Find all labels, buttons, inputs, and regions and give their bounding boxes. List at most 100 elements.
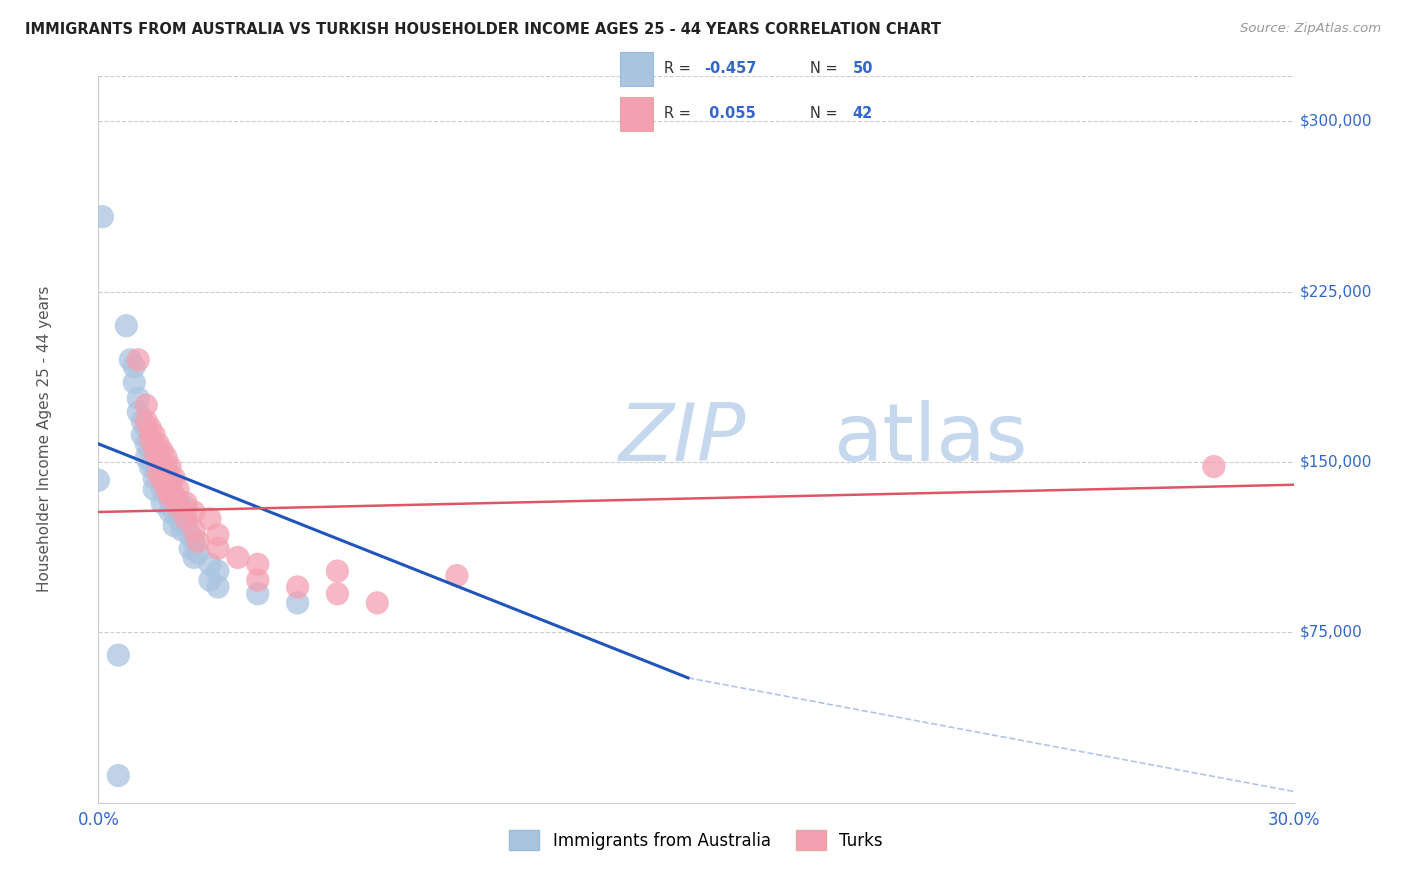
Point (159, 477, 181, 491)
Text: R =: R = (665, 106, 696, 121)
Text: $225,000: $225,000 (1299, 285, 1372, 299)
Point (150, 471, 173, 485)
Point (446, 568, 468, 582)
Point (143, 471, 166, 485)
Point (150, 483, 173, 497)
Point (131, 427, 153, 442)
Point (143, 443, 166, 458)
Text: N =: N = (810, 106, 842, 121)
Point (135, 450, 157, 465)
Point (155, 459, 177, 474)
Bar (620, 97, 652, 131)
Point (163, 489, 186, 503)
Point (226, 550, 249, 565)
Text: Source: ZipAtlas.com: Source: ZipAtlas.com (1240, 22, 1381, 36)
Point (115, 318, 138, 333)
Point (207, 580, 229, 594)
Point (187, 534, 209, 549)
Point (91, 210, 114, 224)
Point (1202, 459, 1225, 474)
Text: 42: 42 (853, 106, 873, 121)
Point (163, 505, 186, 519)
Point (139, 432, 162, 446)
Point (148, 437, 170, 451)
Point (135, 398, 157, 412)
Point (159, 493, 181, 508)
Text: R =: R = (665, 62, 696, 77)
Text: $75,000: $75,000 (1299, 625, 1362, 640)
Point (159, 505, 181, 519)
Point (127, 405, 149, 419)
Point (143, 483, 166, 497)
Point (107, 768, 129, 782)
Point (139, 443, 162, 458)
Point (167, 500, 190, 515)
Point (174, 518, 197, 533)
Text: Householder Income Ages 25 - 44 years: Householder Income Ages 25 - 44 years (37, 286, 52, 592)
Point (159, 459, 181, 474)
Text: -0.457: -0.457 (704, 62, 756, 77)
Point (124, 359, 146, 374)
Point (167, 483, 190, 497)
Text: IMMIGRANTS FROM AUSTRALIA VS TURKISH HOUSEHOLDER INCOME AGES 25 - 44 YEARS CORRE: IMMIGRANTS FROM AUSTRALIA VS TURKISH HOU… (25, 22, 941, 37)
Point (148, 467, 170, 481)
Legend: Immigrants from Australia, Turks: Immigrants from Australia, Turks (503, 823, 889, 856)
Point (172, 523, 194, 537)
Text: 50: 50 (853, 62, 873, 77)
Point (127, 392, 149, 406)
Point (167, 512, 190, 526)
Point (159, 477, 181, 491)
Point (187, 546, 209, 560)
Point (207, 527, 229, 541)
Point (174, 512, 197, 526)
Point (139, 459, 162, 474)
Point (183, 523, 205, 537)
Bar (620, 52, 652, 86)
Point (246, 573, 269, 587)
Point (127, 352, 149, 367)
Point (87, 473, 110, 487)
Point (148, 455, 170, 469)
Text: ZIP: ZIP (619, 401, 745, 478)
Point (183, 534, 205, 549)
Point (150, 459, 173, 474)
Point (139, 432, 162, 446)
Point (143, 427, 166, 442)
Point (139, 421, 162, 435)
Point (326, 587, 349, 601)
Point (163, 471, 186, 485)
Text: $150,000: $150,000 (1299, 455, 1372, 469)
Point (135, 421, 157, 435)
Point (246, 587, 269, 601)
Point (155, 467, 177, 481)
Point (159, 489, 181, 503)
Point (135, 414, 157, 428)
Point (124, 376, 146, 390)
Point (155, 473, 177, 487)
Point (107, 648, 129, 662)
Point (207, 564, 229, 578)
Point (198, 573, 221, 587)
Text: 0.055: 0.055 (704, 106, 756, 121)
Text: N =: N = (810, 62, 842, 77)
Point (150, 443, 173, 458)
Point (198, 558, 221, 572)
Point (174, 500, 197, 515)
Point (207, 541, 229, 556)
Text: $300,000: $300,000 (1299, 114, 1372, 128)
Point (246, 558, 269, 572)
Point (155, 487, 177, 501)
Point (174, 496, 197, 510)
Point (120, 352, 142, 367)
Point (150, 473, 173, 487)
Point (148, 443, 170, 458)
Point (163, 518, 186, 533)
Point (198, 512, 221, 526)
Point (287, 596, 309, 610)
Point (155, 450, 177, 465)
Point (172, 505, 194, 519)
Point (326, 564, 349, 578)
Point (155, 483, 177, 497)
Point (150, 496, 173, 510)
Point (167, 493, 190, 508)
